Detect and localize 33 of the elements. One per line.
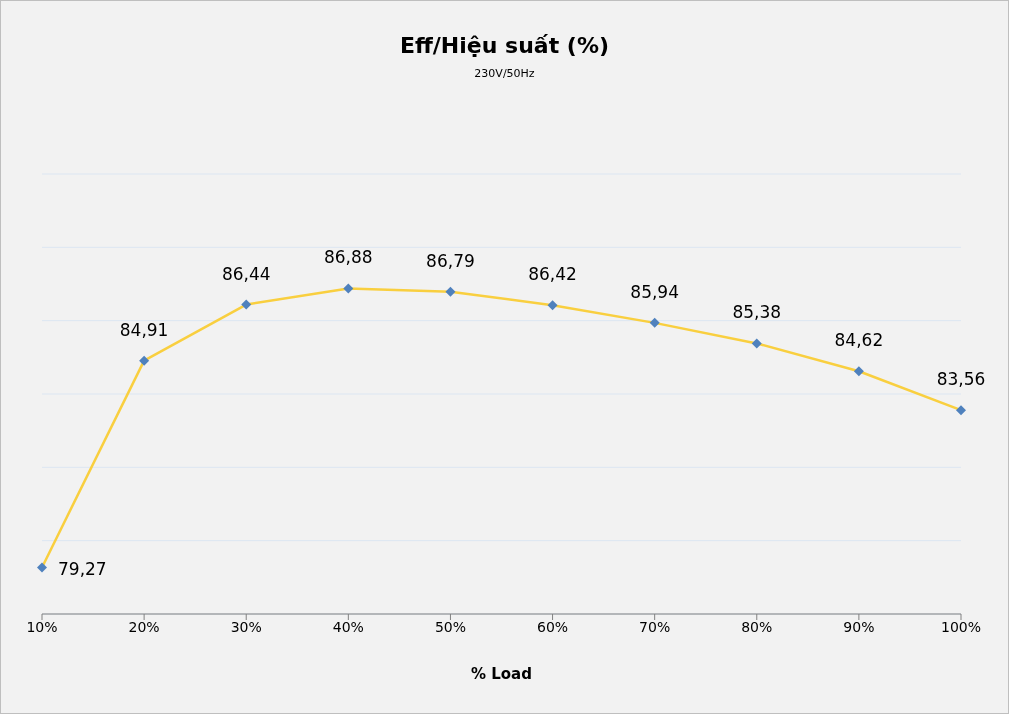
x-tick-label: 70% xyxy=(639,618,671,635)
x-tick-label: 50% xyxy=(434,618,467,635)
data-label: 86,88 xyxy=(324,247,373,268)
x-tick-label: 90% xyxy=(843,618,875,635)
point xyxy=(547,300,558,311)
data-label: 85,38 xyxy=(732,302,782,323)
data-label: 86,44 xyxy=(221,263,271,284)
point xyxy=(37,562,47,573)
point xyxy=(445,286,456,297)
point xyxy=(956,405,966,416)
point xyxy=(139,355,150,366)
point xyxy=(241,299,252,310)
point xyxy=(649,317,660,328)
point xyxy=(343,283,354,294)
data-label: 79,27 xyxy=(58,559,107,580)
data-label: 84,91 xyxy=(119,319,169,340)
x-tick-label: 100% xyxy=(940,618,982,635)
x-tick-label: 30% xyxy=(230,618,262,635)
point xyxy=(853,366,864,377)
data-label: 86,79 xyxy=(426,250,475,271)
chart-subtitle: 230V/50Hz xyxy=(473,67,536,80)
chart-title: Eff/Hiệu suất (%) xyxy=(399,33,610,58)
data-label: 83,56 xyxy=(936,369,986,390)
x-tick-label: 60% xyxy=(536,618,569,635)
data-label: 85,94 xyxy=(630,281,679,302)
data-label: 84,62 xyxy=(834,330,884,351)
x-tick-label: 20% xyxy=(128,618,160,635)
x-tick-label: 10% xyxy=(26,618,58,635)
data-label: 86,42 xyxy=(528,264,577,285)
x-tick-label: 80% xyxy=(741,618,773,635)
x-tick-label: 40% xyxy=(332,618,364,635)
point xyxy=(751,338,762,349)
x-axis-title: % Load xyxy=(470,665,533,683)
